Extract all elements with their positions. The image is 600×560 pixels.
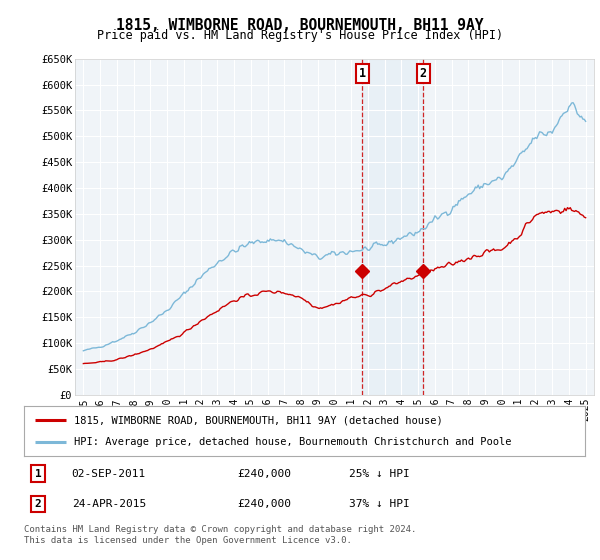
Text: 37% ↓ HPI: 37% ↓ HPI bbox=[349, 499, 410, 509]
Text: 24-APR-2015: 24-APR-2015 bbox=[71, 499, 146, 509]
Text: 1815, WIMBORNE ROAD, BOURNEMOUTH, BH11 9AY (detached house): 1815, WIMBORNE ROAD, BOURNEMOUTH, BH11 9… bbox=[74, 415, 443, 425]
Text: HPI: Average price, detached house, Bournemouth Christchurch and Poole: HPI: Average price, detached house, Bour… bbox=[74, 437, 512, 447]
Text: 1815, WIMBORNE ROAD, BOURNEMOUTH, BH11 9AY: 1815, WIMBORNE ROAD, BOURNEMOUTH, BH11 9… bbox=[116, 18, 484, 33]
Text: 1: 1 bbox=[35, 469, 41, 479]
Text: 2: 2 bbox=[419, 67, 427, 80]
Text: 1: 1 bbox=[359, 67, 366, 80]
Text: £240,000: £240,000 bbox=[237, 499, 291, 509]
Text: £240,000: £240,000 bbox=[237, 469, 291, 479]
Text: Contains HM Land Registry data © Crown copyright and database right 2024.
This d: Contains HM Land Registry data © Crown c… bbox=[24, 525, 416, 545]
Text: Price paid vs. HM Land Registry's House Price Index (HPI): Price paid vs. HM Land Registry's House … bbox=[97, 29, 503, 42]
Bar bbox=[362, 59, 423, 395]
Text: 02-SEP-2011: 02-SEP-2011 bbox=[71, 469, 146, 479]
Text: 25% ↓ HPI: 25% ↓ HPI bbox=[349, 469, 410, 479]
Text: 2: 2 bbox=[35, 499, 41, 509]
